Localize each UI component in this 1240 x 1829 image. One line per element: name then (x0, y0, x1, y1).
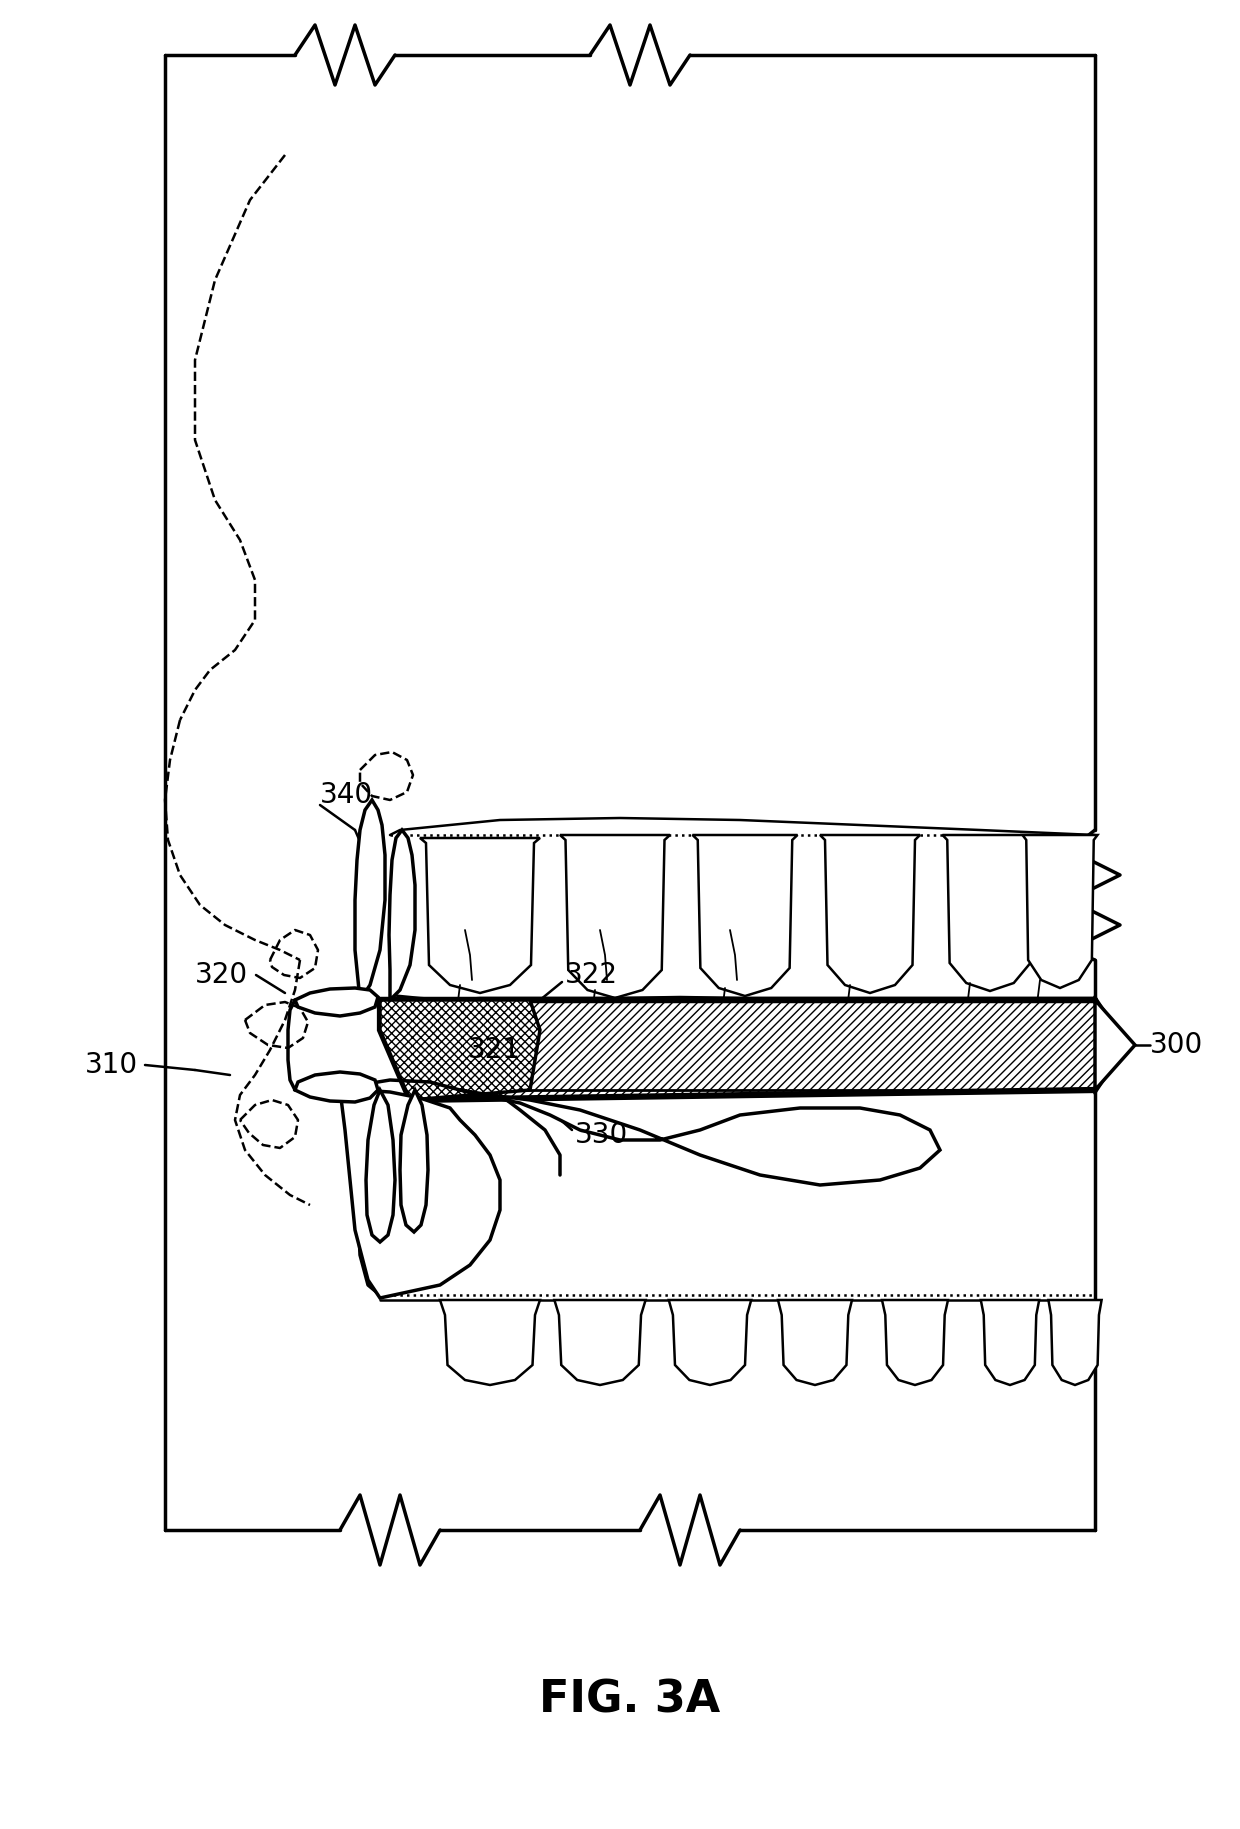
Polygon shape (460, 1090, 940, 1185)
Polygon shape (355, 799, 384, 1000)
Polygon shape (295, 1072, 378, 1103)
Polygon shape (692, 836, 797, 997)
Polygon shape (295, 988, 378, 1015)
Polygon shape (389, 830, 415, 1000)
Polygon shape (379, 1000, 539, 1099)
Polygon shape (554, 1300, 646, 1385)
Polygon shape (401, 1090, 428, 1233)
Text: 300: 300 (1149, 1032, 1203, 1059)
Text: 330: 330 (575, 1121, 629, 1149)
Polygon shape (942, 836, 1038, 991)
Polygon shape (440, 1300, 539, 1385)
Polygon shape (560, 836, 670, 999)
Text: 340: 340 (320, 781, 373, 808)
Polygon shape (820, 836, 920, 993)
Polygon shape (882, 1300, 949, 1385)
Text: 310: 310 (84, 1052, 138, 1079)
Polygon shape (1048, 1300, 1101, 1385)
Polygon shape (1095, 1000, 1135, 1090)
Polygon shape (777, 1300, 852, 1385)
Text: 321: 321 (467, 1035, 521, 1064)
Text: 320: 320 (195, 960, 248, 989)
Polygon shape (379, 1000, 1125, 1099)
Polygon shape (340, 1090, 500, 1299)
Polygon shape (1023, 836, 1097, 988)
Text: 322: 322 (565, 960, 618, 989)
Polygon shape (420, 838, 539, 993)
Polygon shape (668, 1300, 751, 1385)
Text: FIG. 3A: FIG. 3A (539, 1679, 720, 1721)
Polygon shape (981, 1300, 1039, 1385)
Polygon shape (366, 1090, 396, 1242)
